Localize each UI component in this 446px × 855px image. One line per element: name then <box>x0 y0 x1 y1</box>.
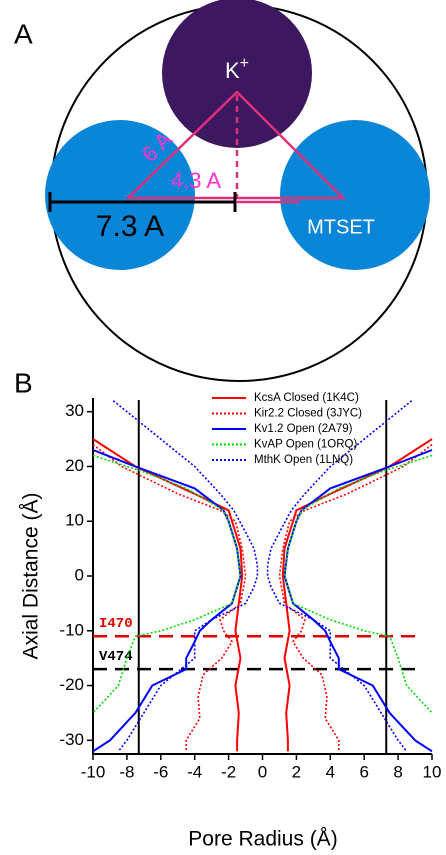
x-axis-title: Pore Radius (Å) <box>188 828 337 851</box>
left-reagent-circle <box>45 120 195 270</box>
x-tick-label: 4 <box>326 762 335 781</box>
profile-line <box>112 400 259 752</box>
residue-label: I470 <box>99 616 133 632</box>
panel-a: A K+ 6 A 4.3 A 7.3 A MTSET <box>14 0 430 382</box>
ion-label: K+ <box>225 55 249 83</box>
y-axis-title: Axial Distance (Å) <box>20 493 43 660</box>
y-tick-label: -20 <box>59 675 84 694</box>
y-tick-label: 10 <box>65 511 84 530</box>
profile-line <box>278 443 433 752</box>
profile-line <box>92 449 242 753</box>
height-label: 4.3 A <box>171 168 221 193</box>
ion-charge: + <box>240 55 249 72</box>
x-tick-label: 8 <box>393 762 402 781</box>
x-tick-label: 2 <box>292 762 301 781</box>
legend-label: KcsA Closed (1K4C) <box>254 392 359 404</box>
profile-line <box>281 438 433 752</box>
x-tick-label: 10 <box>423 762 442 781</box>
x-tick-label: 6 <box>359 762 368 781</box>
ion-symbol: K <box>225 58 240 83</box>
ion-circle <box>162 0 312 148</box>
right-reagent-circle <box>280 120 430 270</box>
legend-label: KvAP Open (1ORQ) <box>254 439 357 451</box>
y-tick-label: 20 <box>65 456 84 475</box>
legend-label: MthK Open (1LNQ) <box>254 454 353 466</box>
y-tick-label: 30 <box>65 401 84 420</box>
legend-label: Kv1.2 Open (2A79) <box>254 423 353 435</box>
profile-line <box>283 449 433 753</box>
residue-label: V474 <box>99 649 133 665</box>
profile-line <box>283 454 433 714</box>
x-tick-label: -8 <box>119 762 134 781</box>
profile-line <box>92 438 244 752</box>
y-tick-label: 0 <box>75 565 84 584</box>
profile-line <box>266 400 413 752</box>
legend-label: Kir2.2 Closed (3JYC) <box>254 408 362 420</box>
profile-line <box>92 443 247 752</box>
radius-label: 7.3 A <box>96 210 164 243</box>
y-tick-label: -10 <box>59 620 84 639</box>
x-tick-label: 0 <box>258 762 267 781</box>
x-tick-label: -4 <box>187 762 202 781</box>
y-tick-label: -30 <box>59 730 84 749</box>
panel-b: B Pore Radius (Å) Axial Distance (Å) -10… <box>14 367 441 850</box>
x-tick-label: -6 <box>153 762 168 781</box>
reagent-label: MTSET <box>307 216 375 238</box>
panel-label: B <box>14 367 33 398</box>
x-tick-label: -10 <box>81 762 106 781</box>
x-tick-label: -2 <box>221 762 236 781</box>
panel-label: A <box>14 18 33 49</box>
profile-line <box>92 454 242 714</box>
